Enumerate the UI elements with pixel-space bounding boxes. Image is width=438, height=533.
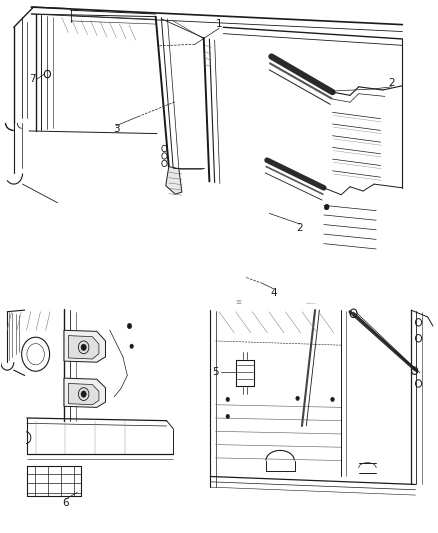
Text: 2: 2 [388, 78, 395, 88]
Polygon shape [64, 330, 106, 362]
Text: ≡: ≡ [236, 300, 242, 305]
Circle shape [226, 414, 230, 418]
Text: 1: 1 [215, 19, 223, 29]
Circle shape [325, 204, 329, 209]
Circle shape [325, 206, 327, 209]
Circle shape [81, 344, 86, 351]
Polygon shape [68, 336, 99, 359]
Text: ___: ___ [305, 298, 316, 304]
Text: 5: 5 [212, 367, 219, 377]
Text: 6: 6 [62, 498, 69, 508]
Polygon shape [64, 378, 106, 407]
Polygon shape [68, 383, 99, 405]
Circle shape [81, 391, 86, 397]
Circle shape [296, 396, 299, 400]
Circle shape [331, 397, 334, 401]
Circle shape [127, 324, 132, 329]
Text: 7: 7 [29, 75, 35, 84]
Text: 2: 2 [297, 223, 303, 233]
Text: 3: 3 [113, 124, 120, 134]
Circle shape [226, 397, 230, 401]
Circle shape [130, 344, 134, 349]
Polygon shape [166, 166, 182, 194]
Text: 4: 4 [270, 287, 277, 297]
